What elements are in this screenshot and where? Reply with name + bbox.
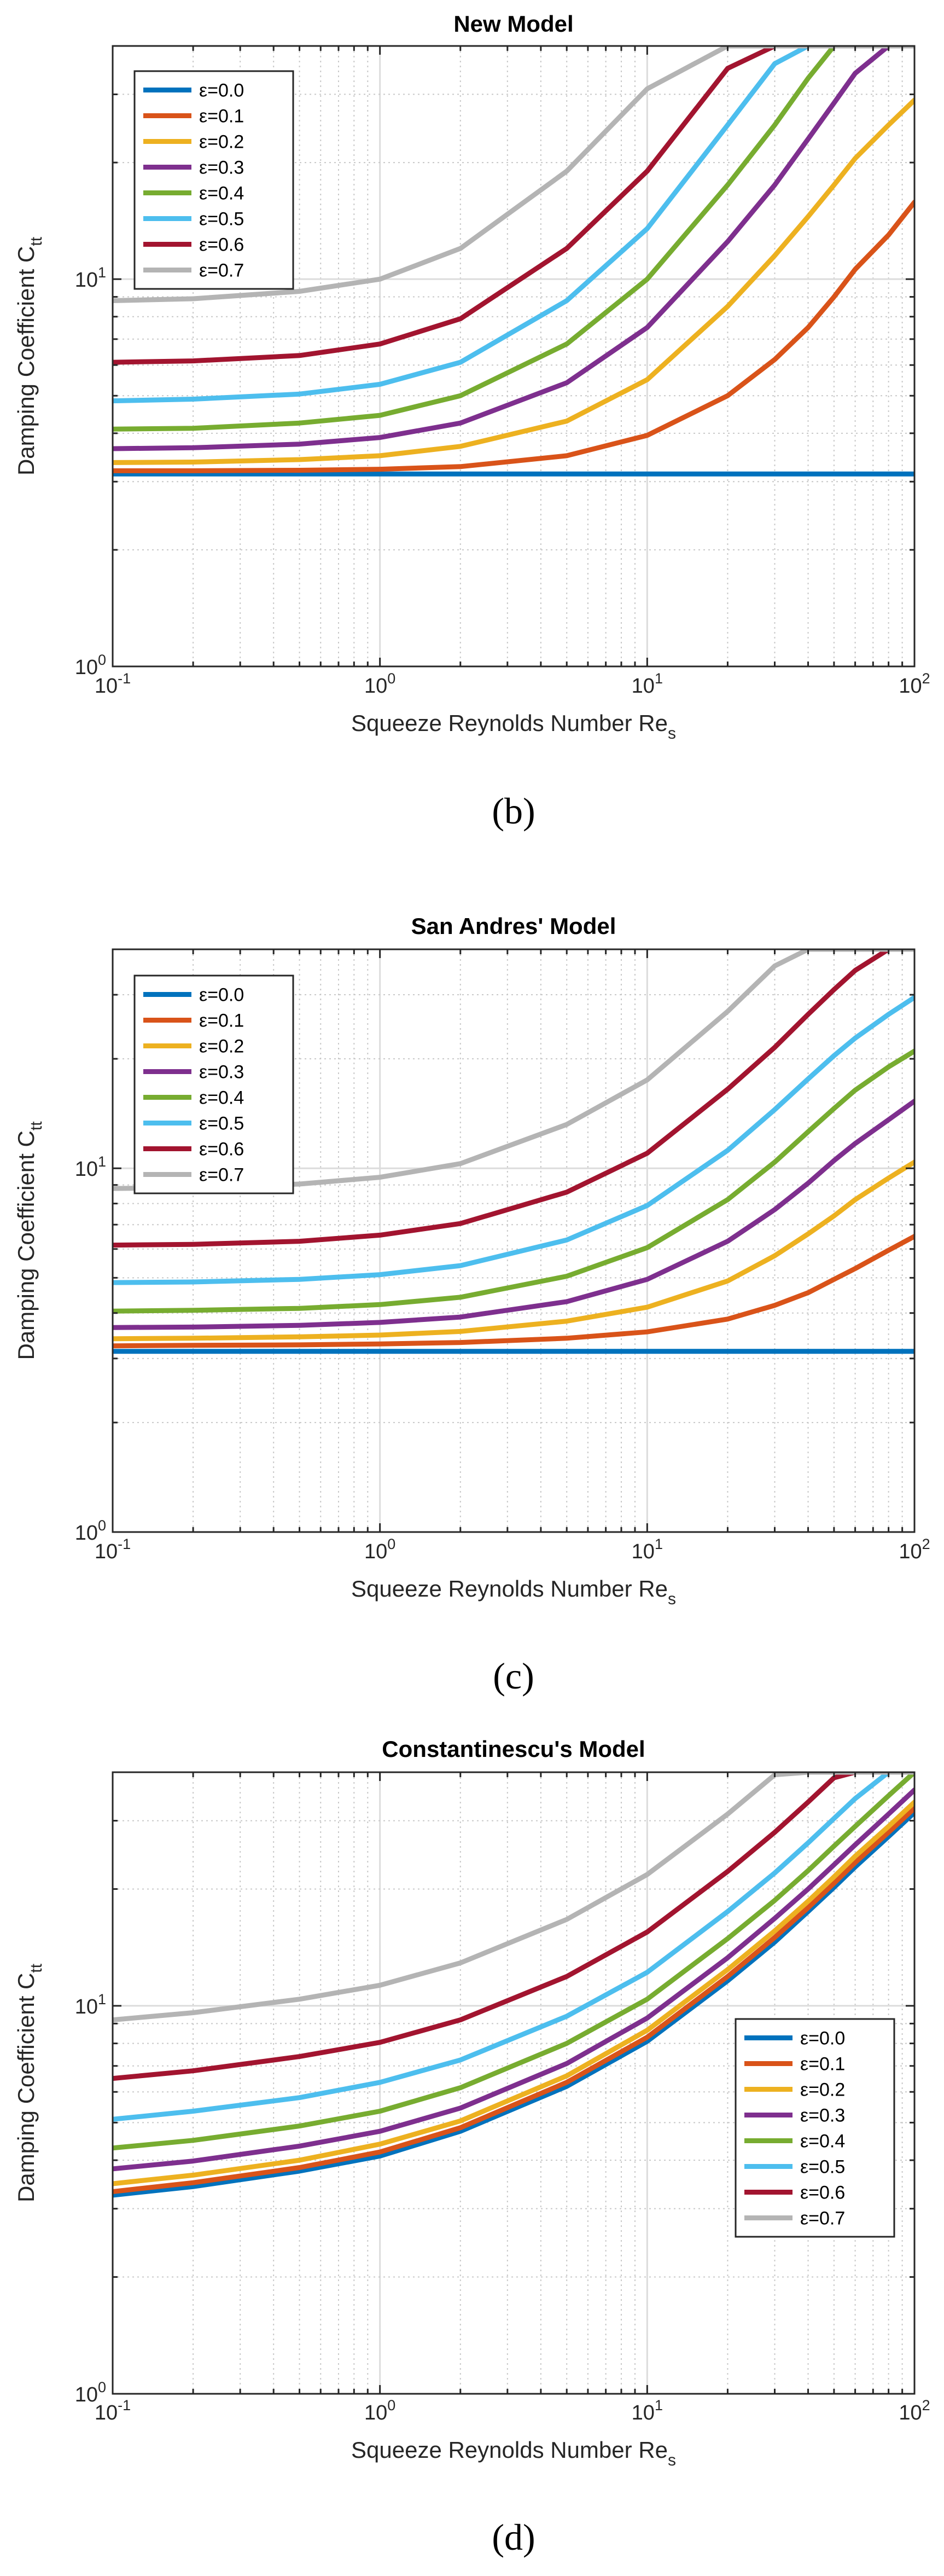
legend-label-0: ε=0.0	[800, 2028, 845, 2049]
legend-box	[735, 2018, 895, 2238]
series-group	[113, 46, 914, 477]
x-tick-label: 101	[632, 2397, 663, 2424]
chart-title: Constantinescu's Model	[382, 1736, 645, 1762]
series-line-2	[113, 97, 914, 465]
legend-label-7: ε=0.7	[199, 260, 244, 281]
legend-label-4: ε=0.4	[199, 1088, 244, 1109]
chart-title: New Model	[453, 11, 573, 37]
series-line-1	[113, 1234, 914, 1349]
series-line-3	[113, 46, 914, 451]
series-line-3	[113, 1099, 914, 1330]
y-axis-label: Damping Coefficient Ctt	[13, 1121, 45, 1360]
series-group	[113, 1772, 914, 2198]
series-group	[113, 949, 914, 1354]
legend-label-3: ε=0.3	[800, 2105, 845, 2126]
panel-caption: (b)	[492, 790, 535, 832]
legend-label-3: ε=0.3	[199, 158, 244, 178]
legend-label-1: ε=0.1	[199, 106, 244, 127]
legend-label-5: ε=0.5	[199, 209, 244, 230]
x-tick-label: 10-1	[95, 670, 131, 698]
y-tick-label: 101	[75, 1991, 106, 2018]
x-tick-label: 102	[899, 1536, 930, 1563]
legend-label-5: ε=0.5	[800, 2157, 845, 2178]
y-tick-label: 100	[75, 652, 106, 679]
y-tick-label: 100	[75, 1517, 106, 1545]
x-tick-label: 102	[899, 670, 930, 698]
legend-label-0: ε=0.0	[199, 985, 244, 1006]
legend-label-0: ε=0.0	[199, 80, 244, 101]
series-line-7	[113, 949, 914, 1191]
legend-label-4: ε=0.4	[199, 183, 244, 204]
series-line-4	[113, 46, 914, 432]
series-line-5	[113, 995, 914, 1285]
series-line-2	[113, 1800, 914, 2186]
series-line-4	[113, 1772, 914, 2151]
x-tick-label: 101	[632, 1536, 663, 1563]
legend: ε=0.0 ε=0.1 ε=0.2 ε=0.3 ε=0.4 ε=0.5 ε=0.6 ε=0.7	[133, 974, 294, 1194]
x-tick-label: 10-1	[95, 2397, 131, 2424]
x-tick-label: 100	[364, 2397, 395, 2424]
legend-label-6: ε=0.6	[800, 2183, 845, 2203]
chart-title: San Andres' Model	[411, 913, 616, 939]
legend-label-1: ε=0.1	[199, 1011, 244, 1031]
legend-label-6: ε=0.6	[199, 1139, 244, 1160]
legend-label-7: ε=0.7	[800, 2208, 845, 2229]
series-line-3	[113, 1787, 914, 2172]
series-line-6	[113, 949, 914, 1248]
series-line-1	[113, 1806, 914, 2194]
legend-label-4: ε=0.4	[800, 2131, 845, 2152]
axis-ticks	[112, 45, 916, 668]
y-axis-label: Damping Coefficient Ctt	[13, 236, 45, 475]
legend-label-2: ε=0.2	[800, 2080, 845, 2101]
axes-box	[112, 948, 916, 1533]
y-tick-label: 100	[75, 2379, 106, 2406]
x-tick-label: 101	[632, 670, 663, 698]
series-line-7	[113, 46, 914, 303]
series-line-7	[113, 1772, 914, 2023]
legend: ε=0.0 ε=0.1 ε=0.2 ε=0.3 ε=0.4 ε=0.5 ε=0.6 ε=0.7	[735, 2018, 895, 2238]
legend-box	[133, 70, 294, 290]
x-axis-label: Squeeze Reynolds Number Res	[351, 1576, 676, 1608]
axes-box	[112, 1771, 916, 2395]
y-axis-label: Damping Coefficient Ctt	[13, 1963, 45, 2202]
legend-label-1: ε=0.1	[800, 2054, 845, 2075]
series-line-0	[113, 1810, 914, 2198]
legend-label-3: ε=0.3	[199, 1062, 244, 1083]
panel-caption: (c)	[493, 1655, 534, 1697]
series-line-4	[113, 1048, 914, 1314]
series-line-1	[113, 200, 914, 473]
x-tick-label: 100	[364, 1536, 395, 1563]
x-tick-label: 102	[899, 2397, 930, 2424]
legend-label-2: ε=0.2	[199, 132, 244, 153]
x-tick-label: 100	[364, 670, 395, 698]
legend-label-6: ε=0.6	[199, 235, 244, 256]
y-tick-label: 101	[75, 1153, 106, 1181]
legend-box	[133, 974, 294, 1194]
legend-label-2: ε=0.2	[199, 1036, 244, 1057]
x-tick-label: 10-1	[95, 1536, 131, 1563]
legend-label-5: ε=0.5	[199, 1113, 244, 1134]
axis-ticks	[112, 1771, 916, 2395]
series-line-6	[113, 46, 914, 365]
y-tick-label: 101	[75, 264, 106, 292]
x-axis-label: Squeeze Reynolds Number Res	[351, 710, 676, 742]
series-line-5	[113, 1772, 914, 2122]
axes-box	[112, 45, 916, 668]
legend: ε=0.0 ε=0.1 ε=0.2 ε=0.3 ε=0.4 ε=0.5 ε=0.6 ε=0.7	[133, 70, 294, 290]
panel-caption: (d)	[492, 2516, 535, 2558]
axis-ticks	[112, 948, 916, 1533]
x-axis-label: Squeeze Reynolds Number Res	[351, 2437, 676, 2469]
series-line-5	[113, 46, 914, 404]
series-line-2	[113, 1159, 914, 1342]
legend-label-7: ε=0.7	[199, 1165, 244, 1186]
